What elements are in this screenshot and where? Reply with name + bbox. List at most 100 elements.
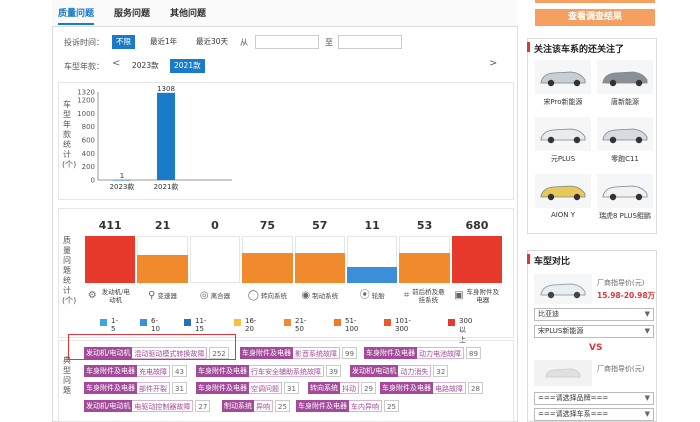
category-label-cell[interactable]: ⚙ 发动机/电动机 (84, 284, 136, 308)
year-chart: 0 200 400 600 800 1000 1200 1320 1 2023款 1308 2021款 (72, 85, 512, 196)
bar-2023款[interactable] (113, 179, 131, 181)
problem-tag-category: 车身附件及电器 (364, 347, 417, 359)
brand-select-value: 比亚迪 (538, 310, 559, 318)
heat-cell-fill[interactable] (399, 253, 450, 283)
problem-tag-name: 车内异响 (349, 400, 382, 412)
car-name-link[interactable]: 瑞虎8 PLUS鲲鹏 (598, 212, 652, 220)
model-select[interactable]: 宋PLUS新能源 ▼ (534, 325, 654, 338)
time-option-any[interactable]: 不限 (112, 35, 135, 49)
y-tick-label: 1000 (77, 110, 95, 118)
heat-cell-fill[interactable] (242, 253, 293, 283)
car-thumbnail[interactable] (597, 117, 653, 151)
year-next-arrow-icon[interactable]: > (489, 58, 498, 69)
y-tick-label: 1320 (77, 89, 95, 97)
problem-tag-category: 车身附件及电器 (196, 365, 249, 377)
tab-service[interactable]: 服务问题 (114, 9, 151, 19)
car-name-link[interactable]: AION Y (550, 211, 576, 219)
problem-tag[interactable]: 发动机/电动机 混动驱动模式转换故障 252 (84, 347, 229, 359)
view-result-button[interactable]: 查看调查结果 (535, 9, 655, 26)
category-label: 变速器 (157, 292, 178, 300)
category-count: 0 (211, 219, 219, 232)
car-icon (602, 71, 648, 87)
year-chart-side-label: 车型年款统计(个) (62, 100, 77, 169)
category-label-cell[interactable]: ⦿ 轮胎 (346, 284, 398, 308)
problem-tag[interactable]: 发动机/电动机 电驱动控制器故障 27 (84, 400, 211, 412)
compare-placeholder-image (534, 360, 592, 386)
problems-side-label: 典型问题 (63, 356, 71, 395)
legend-label: 101-300 (395, 317, 411, 333)
problem-tag[interactable]: 车身附件及电器 车内异响 25 (296, 400, 399, 412)
problem-tag[interactable]: 车身附件及电器 空调问题 31 (196, 382, 299, 394)
problem-tag-category: 车身附件及电器 (84, 365, 137, 377)
heat-cell-fill[interactable] (347, 267, 398, 283)
legend-label: 16-20 (245, 317, 257, 333)
heat-cell-fill[interactable] (294, 253, 345, 283)
gearshift-icon: ⚲ (148, 290, 156, 301)
problem-tag-category: 车身附件及电器 (84, 382, 137, 394)
y-tick-label: 1200 (77, 97, 95, 105)
time-option-1year[interactable]: 最近1年 (150, 37, 178, 46)
heat-cell-fill[interactable] (85, 236, 136, 283)
car-name-link[interactable]: 唐新能源 (611, 98, 639, 106)
brand-select-2[interactable]: ===请选择品牌=== ▼ (534, 392, 654, 405)
year-prev-arrow-icon[interactable]: < (112, 58, 121, 69)
problem-tag[interactable]: 车身附件及电器 充电故障 43 (84, 365, 187, 377)
year-option-2023[interactable]: 2023款 (132, 61, 159, 70)
category-count: 57 (312, 219, 328, 232)
heat-cell-fill[interactable] (451, 236, 503, 283)
car-thumbnail[interactable] (597, 60, 653, 94)
bar-2021款[interactable] (157, 92, 175, 180)
category-label-cell[interactable]: ◎ 离合器 (189, 284, 241, 308)
legend-swatch (184, 319, 191, 326)
legend-label: 51-100 (345, 317, 359, 333)
brand-select-2-value: ===请选择品牌=== (538, 394, 609, 402)
clutch-icon: ◎ (199, 290, 209, 301)
category-count: 411 (98, 219, 122, 232)
category-label-cell[interactable]: ⚲ 变速器 (136, 284, 188, 308)
category-label-cell[interactable]: ◉ 制动系统 (294, 284, 346, 308)
problem-tag-category: 发动机/电动机 (84, 400, 133, 412)
problem-tag[interactable]: 车身附件及电器 电路故障 28 (380, 382, 483, 394)
date-from-input[interactable] (255, 35, 319, 49)
problem-tag[interactable]: 车身附件及电器 行车安全辅助系统故障 39 (196, 365, 341, 377)
tab-quality[interactable]: 质量问题 (58, 3, 95, 25)
problem-tag[interactable]: 车身附件及电器 动力电池故障 89 (364, 347, 481, 359)
category-count: 11 (364, 219, 380, 232)
problem-tag-name: 混动驱动模式转换故障 (132, 347, 208, 359)
guide-price-label: 厂商指导价(元) (597, 279, 645, 287)
car-thumbnail[interactable] (535, 174, 591, 208)
category-label-cell[interactable]: ⌗ 前后桥及悬挂系统 (398, 284, 450, 308)
car-name-link[interactable]: 元PLUS (550, 155, 576, 163)
category-label-cell[interactable]: ▣ 车身附件及电器 (451, 284, 503, 308)
heat-cell-bg (189, 236, 241, 283)
problem-tag-name: 空调问题 (249, 382, 282, 394)
problem-tag[interactable]: 车身附件及电器 部件开裂 31 (84, 382, 187, 394)
car-name-link[interactable]: 宋Pro新能源 (543, 98, 583, 106)
highlight-box (68, 334, 236, 360)
from-label: 从 (240, 38, 248, 47)
car-thumbnail[interactable] (535, 117, 591, 151)
legend-swatch (334, 319, 341, 326)
year-option-2021[interactable]: 2021款 (170, 59, 205, 73)
problem-tag[interactable]: 制动系统 异响 25 (222, 400, 290, 412)
problem-tag-name: 异响 (254, 400, 273, 412)
heat-cell-fill[interactable] (137, 255, 188, 283)
car-thumbnail[interactable] (597, 174, 653, 208)
also-followed-title: 关注该车系的还关注了 (534, 45, 625, 55)
time-option-30days[interactable]: 最近30天 (196, 37, 229, 46)
brand-select[interactable]: 比亚迪 ▼ (534, 308, 654, 321)
problem-tag-category: 发动机/电动机 (84, 347, 133, 359)
problem-tag-count: 252 (209, 347, 229, 359)
car-thumbnail[interactable] (535, 60, 591, 94)
problem-tag[interactable]: 转向系统 抖动 29 (308, 382, 376, 394)
y-tick-label: 600 (82, 137, 95, 145)
category-label-cell[interactable]: ◯ 转向系统 (241, 284, 293, 308)
problem-tag[interactable]: 车身附件及电器 影音系统故障 99 (240, 347, 357, 359)
car-name-link[interactable]: 零跑C11 (611, 155, 639, 163)
complaint-time-label: 投诉时间： (64, 38, 104, 47)
date-to-input[interactable] (338, 35, 402, 49)
model-select-2-value: ===请选择车系=== (538, 410, 609, 418)
model-select-2[interactable]: ===请选择车系=== ▼ (534, 408, 654, 421)
problem-tag[interactable]: 发动机/电动机 动力消失 32 (350, 365, 449, 377)
tab-other[interactable]: 其他问题 (170, 9, 207, 19)
